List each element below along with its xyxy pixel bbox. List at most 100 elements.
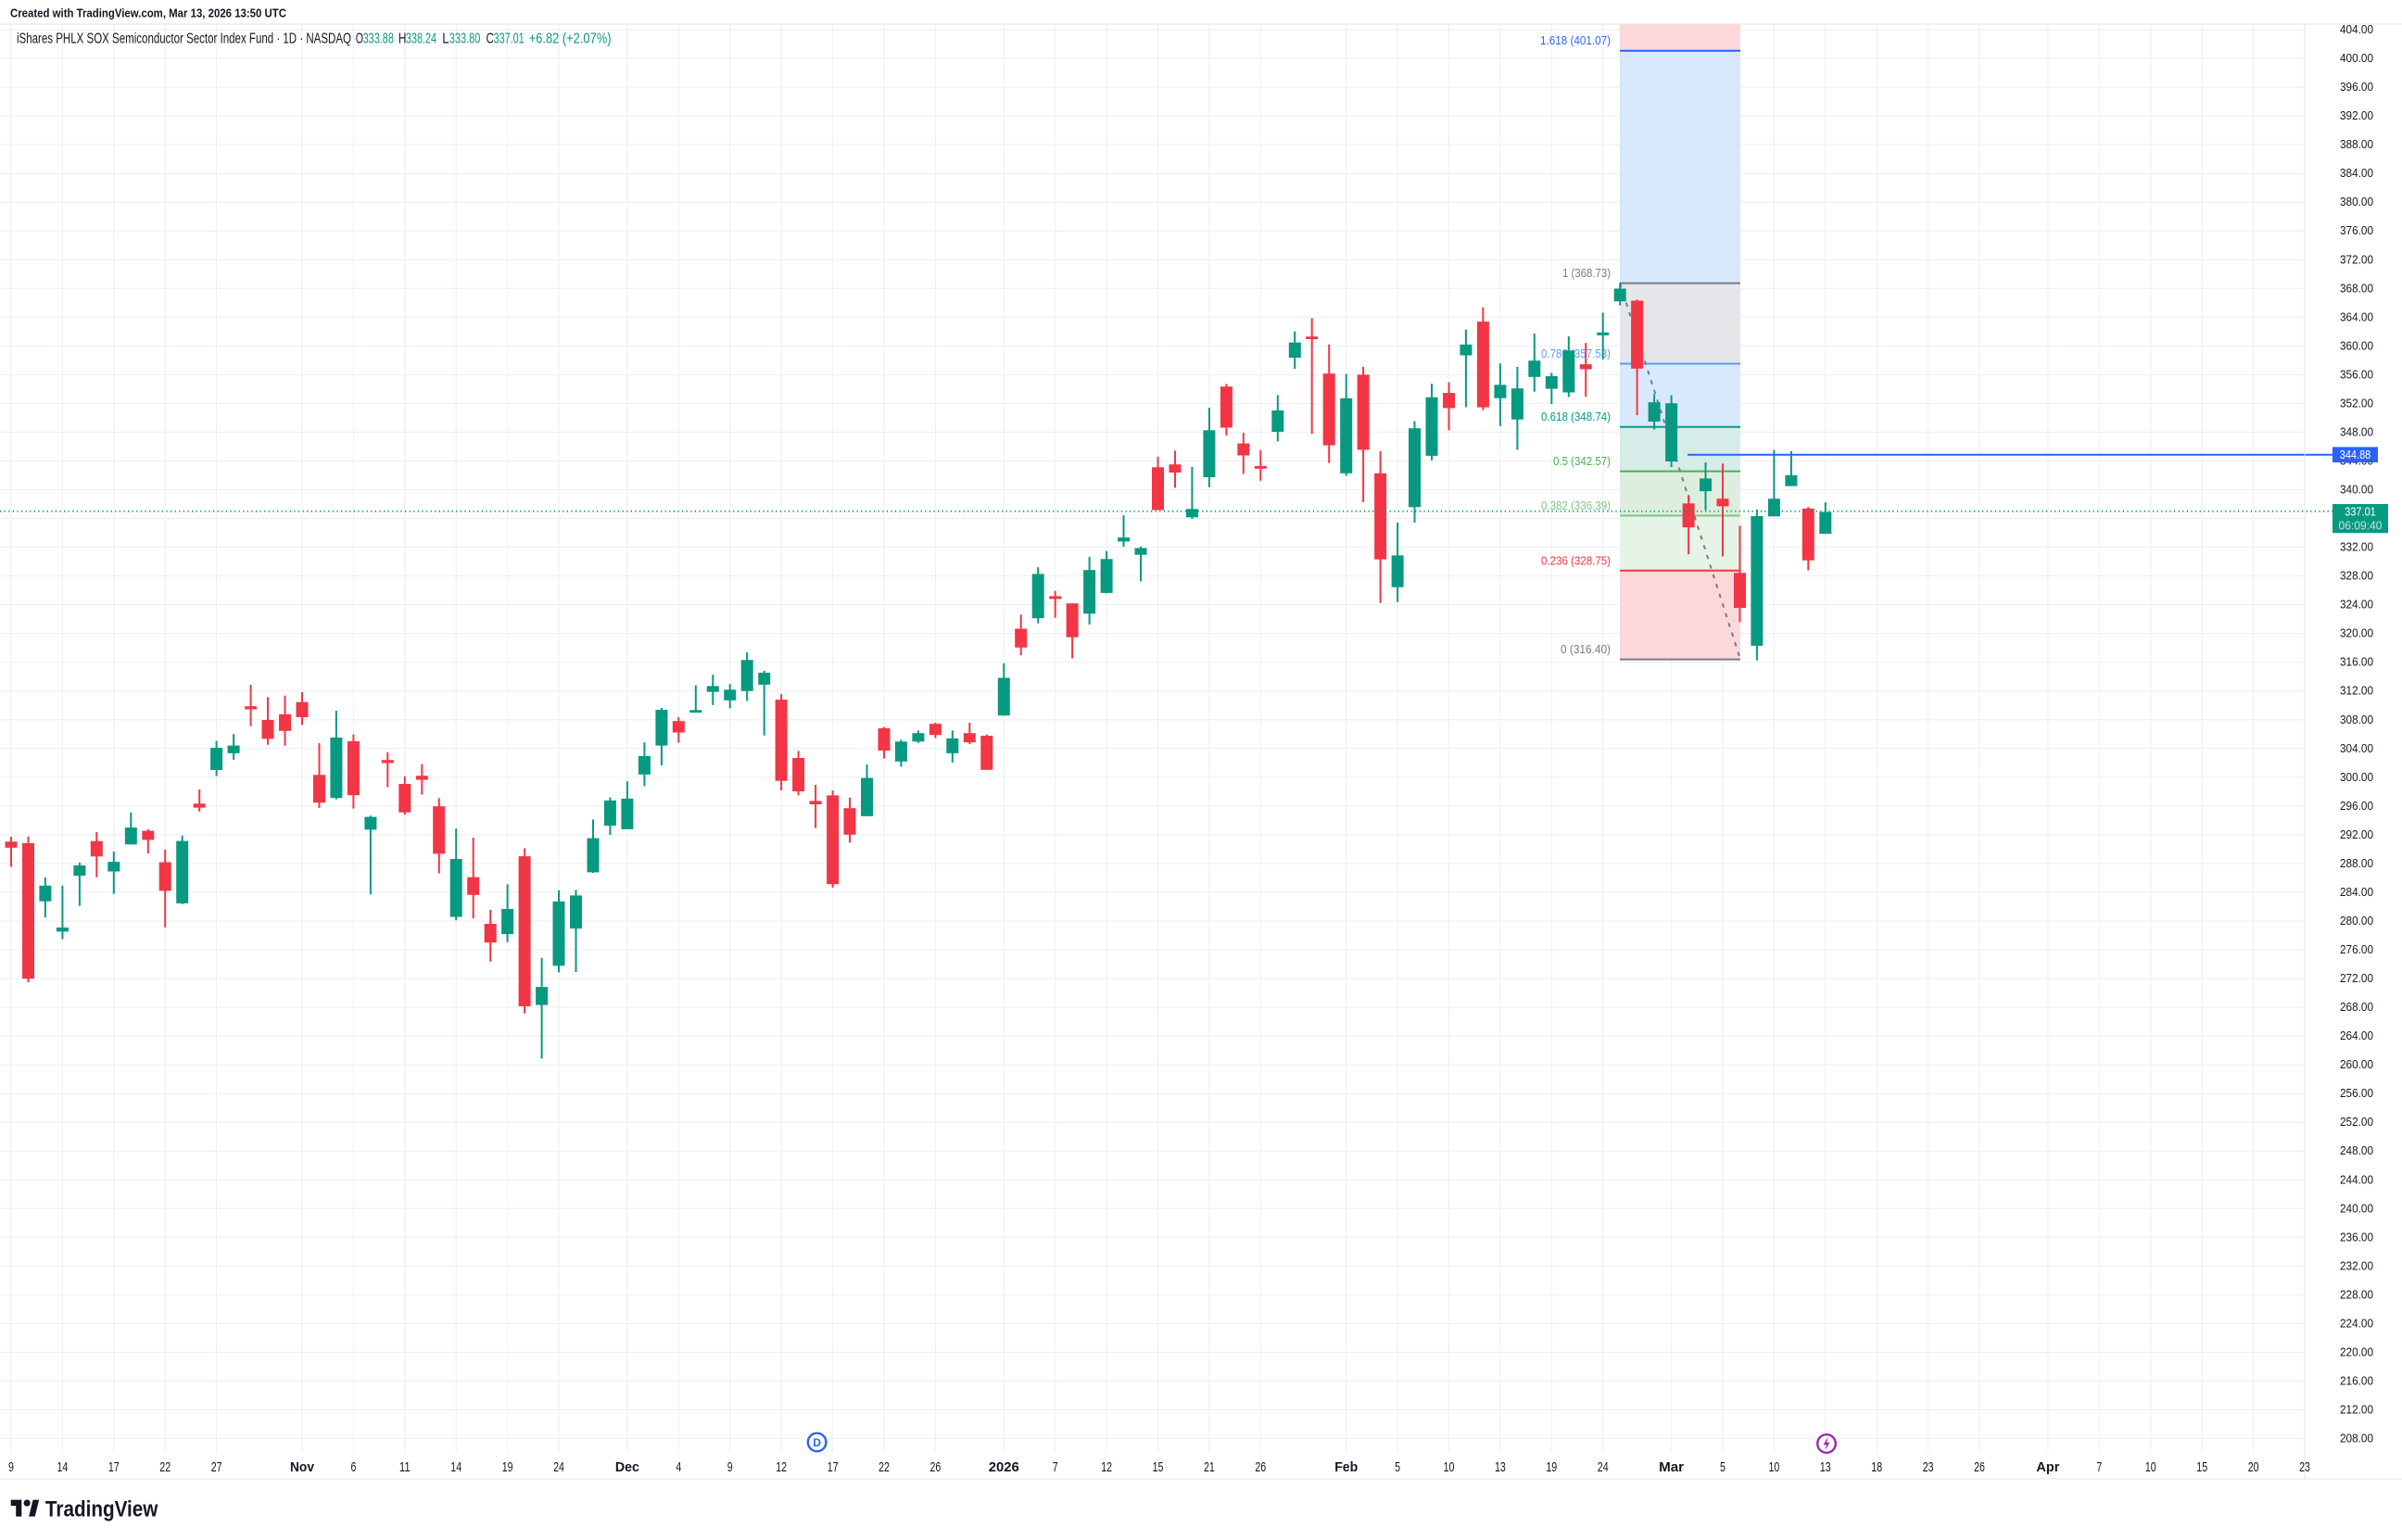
svg-text:2026: 2026 <box>989 1459 1019 1475</box>
svg-text:26: 26 <box>930 1459 942 1475</box>
svg-text:388.00: 388.00 <box>2340 138 2373 151</box>
svg-text:13: 13 <box>1495 1459 1506 1475</box>
svg-text:260.00: 260.00 <box>2340 1058 2373 1071</box>
svg-text:332.00: 332.00 <box>2340 541 2373 554</box>
svg-text:Mar: Mar <box>1659 1459 1684 1475</box>
svg-text:212.00: 212.00 <box>2340 1404 2373 1417</box>
svg-text:296.00: 296.00 <box>2340 800 2373 813</box>
svg-text:L: L <box>442 32 449 47</box>
svg-text:10: 10 <box>1444 1459 1455 1475</box>
svg-text:O: O <box>356 32 363 47</box>
svg-text:372.00: 372.00 <box>2340 253 2373 266</box>
svg-text:224.00: 224.00 <box>2340 1317 2373 1330</box>
svg-text:337.01: 337.01 <box>2345 505 2376 518</box>
svg-text:22: 22 <box>159 1459 171 1475</box>
svg-text:396.00: 396.00 <box>2340 81 2373 94</box>
svg-text:11: 11 <box>399 1459 411 1475</box>
svg-text:9: 9 <box>8 1459 14 1475</box>
svg-text:06:09:40: 06:09:40 <box>2339 519 2383 532</box>
svg-text:272.00: 272.00 <box>2340 972 2373 985</box>
svg-text:236.00: 236.00 <box>2340 1231 2373 1243</box>
svg-text:5: 5 <box>1720 1459 1726 1475</box>
svg-text:0 (316.40): 0 (316.40) <box>1561 643 1611 656</box>
svg-text:1.618 (401.07): 1.618 (401.07) <box>1540 34 1611 47</box>
svg-text:0.382 (336.39): 0.382 (336.39) <box>1541 499 1611 512</box>
svg-text:328.00: 328.00 <box>2340 570 2373 583</box>
svg-text:20: 20 <box>2248 1459 2259 1475</box>
svg-text:352.00: 352.00 <box>2340 397 2373 410</box>
svg-text:264.00: 264.00 <box>2340 1029 2373 1042</box>
svg-text:244.00: 244.00 <box>2340 1173 2373 1186</box>
svg-text:220.00: 220.00 <box>2340 1346 2373 1359</box>
svg-text:368.00: 368.00 <box>2340 282 2373 295</box>
svg-text:27: 27 <box>211 1459 222 1475</box>
svg-text:12: 12 <box>776 1459 787 1475</box>
svg-text:316.00: 316.00 <box>2340 656 2373 669</box>
svg-text:308.00: 308.00 <box>2340 713 2373 726</box>
svg-text:17: 17 <box>828 1459 839 1475</box>
svg-text:248.00: 248.00 <box>2340 1144 2373 1157</box>
svg-text:21: 21 <box>1204 1459 1215 1475</box>
svg-text:292.00: 292.00 <box>2340 828 2373 841</box>
svg-text:304.00: 304.00 <box>2340 742 2373 755</box>
svg-text:240.00: 240.00 <box>2340 1202 2373 1215</box>
svg-text:15: 15 <box>2196 1459 2207 1475</box>
svg-text:392.00: 392.00 <box>2340 109 2373 122</box>
svg-text:Apr: Apr <box>2036 1459 2059 1475</box>
svg-text:320.00: 320.00 <box>2340 627 2373 640</box>
svg-text:376.00: 376.00 <box>2340 224 2373 237</box>
svg-text:0.786 (357.53): 0.786 (357.53) <box>1541 347 1611 360</box>
svg-text:276.00: 276.00 <box>2340 943 2373 956</box>
svg-text:+6.82 (+2.07%): +6.82 (+2.07%) <box>529 32 612 47</box>
svg-text:10: 10 <box>2145 1459 2156 1475</box>
svg-text:0.236 (328.75): 0.236 (328.75) <box>1541 554 1611 567</box>
svg-text:348.00: 348.00 <box>2340 425 2373 438</box>
svg-text:4: 4 <box>676 1459 681 1475</box>
svg-text:216.00: 216.00 <box>2340 1375 2373 1388</box>
svg-text:337.01: 337.01 <box>494 32 525 47</box>
svg-text:364.00: 364.00 <box>2340 310 2373 323</box>
svg-text:284.00: 284.00 <box>2340 886 2373 899</box>
svg-text:404.00: 404.00 <box>2340 23 2373 36</box>
svg-text:D: D <box>813 1436 821 1449</box>
svg-text:360.00: 360.00 <box>2340 339 2373 352</box>
svg-text:26: 26 <box>1255 1459 1266 1475</box>
svg-text:324.00: 324.00 <box>2340 599 2373 612</box>
svg-text:15: 15 <box>1153 1459 1164 1475</box>
svg-text:7: 7 <box>1053 1459 1058 1475</box>
svg-text:17: 17 <box>108 1459 120 1475</box>
svg-text:18: 18 <box>1871 1459 1882 1475</box>
svg-text:14: 14 <box>57 1459 69 1475</box>
svg-text:23: 23 <box>2299 1459 2310 1475</box>
svg-text:0.5 (342.57): 0.5 (342.57) <box>1553 455 1611 468</box>
svg-text:208.00: 208.00 <box>2340 1433 2373 1445</box>
svg-text:384.00: 384.00 <box>2340 167 2373 180</box>
svg-text:1 (368.73): 1 (368.73) <box>1562 267 1611 280</box>
svg-text:24: 24 <box>1598 1459 1609 1475</box>
svg-text:H: H <box>398 32 407 47</box>
svg-text:288.00: 288.00 <box>2340 857 2373 870</box>
svg-text:256.00: 256.00 <box>2340 1087 2373 1100</box>
svg-text:23: 23 <box>1923 1459 1934 1475</box>
svg-text:5: 5 <box>1395 1459 1400 1475</box>
svg-text:10: 10 <box>1769 1459 1780 1475</box>
svg-text:Dec: Dec <box>615 1459 639 1475</box>
svg-text:Nov: Nov <box>290 1459 315 1475</box>
svg-text:280.00: 280.00 <box>2340 915 2373 928</box>
svg-text:312.00: 312.00 <box>2340 685 2373 698</box>
svg-text:300.00: 300.00 <box>2340 771 2373 784</box>
svg-text:333.88: 333.88 <box>363 32 394 47</box>
svg-text:14: 14 <box>450 1459 461 1475</box>
svg-text:TradingView: TradingView <box>45 1497 158 1522</box>
svg-text:13: 13 <box>1820 1459 1831 1475</box>
svg-text:19: 19 <box>502 1459 513 1475</box>
svg-text:Created with TradingView.com,: Created with TradingView.com, Mar 13, 20… <box>10 6 287 20</box>
svg-text:344.88: 344.88 <box>2340 448 2371 461</box>
svg-text:12: 12 <box>1101 1459 1112 1475</box>
svg-text:C: C <box>487 32 494 47</box>
svg-text:7: 7 <box>2096 1459 2102 1475</box>
svg-text:340.00: 340.00 <box>2340 484 2373 497</box>
svg-text:26: 26 <box>1974 1459 1985 1475</box>
svg-text:19: 19 <box>1546 1459 1557 1475</box>
svg-text:356.00: 356.00 <box>2340 368 2373 381</box>
